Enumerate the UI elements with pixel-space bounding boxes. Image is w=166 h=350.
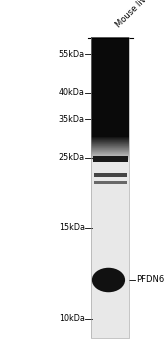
Bar: [94, 173, 127, 177]
Bar: [91, 37, 129, 136]
Bar: [91, 140, 129, 141]
Bar: [91, 157, 129, 158]
Bar: [91, 152, 129, 153]
Bar: [91, 140, 129, 141]
Bar: [91, 150, 129, 151]
Bar: [91, 154, 129, 155]
Bar: [91, 152, 129, 153]
Bar: [91, 153, 129, 154]
Bar: [91, 158, 129, 159]
Bar: [91, 146, 129, 147]
Bar: [91, 140, 129, 141]
Bar: [91, 138, 129, 139]
Bar: [91, 144, 129, 145]
Bar: [91, 137, 129, 138]
Bar: [91, 146, 129, 147]
Text: Mouse liver: Mouse liver: [114, 0, 154, 30]
Text: 15kDa: 15kDa: [59, 223, 85, 232]
Bar: [91, 142, 129, 143]
Bar: [91, 145, 129, 146]
Bar: [91, 149, 129, 150]
Bar: [91, 141, 129, 142]
Bar: [91, 158, 129, 159]
Bar: [91, 156, 129, 157]
Bar: [91, 148, 129, 149]
Bar: [91, 151, 129, 152]
Bar: [94, 181, 127, 184]
Bar: [91, 155, 129, 156]
Bar: [91, 153, 129, 154]
Text: 25kDa: 25kDa: [59, 153, 85, 162]
Bar: [91, 156, 129, 157]
Bar: [91, 149, 129, 150]
Bar: [91, 143, 129, 144]
Bar: [91, 157, 129, 158]
Bar: [91, 37, 129, 338]
Bar: [91, 147, 129, 148]
Text: 35kDa: 35kDa: [59, 114, 85, 124]
Bar: [91, 137, 129, 138]
Bar: [91, 142, 129, 143]
Bar: [93, 156, 128, 162]
Bar: [91, 148, 129, 149]
Bar: [91, 144, 129, 145]
Bar: [91, 155, 129, 156]
Bar: [91, 37, 129, 338]
Bar: [91, 137, 129, 138]
Text: 10kDa: 10kDa: [59, 314, 85, 323]
Text: 40kDa: 40kDa: [59, 88, 85, 97]
Bar: [91, 149, 129, 150]
Bar: [91, 145, 129, 146]
Bar: [91, 139, 129, 140]
Ellipse shape: [92, 268, 125, 292]
Bar: [91, 138, 129, 139]
Text: 55kDa: 55kDa: [59, 50, 85, 59]
Bar: [91, 154, 129, 155]
Bar: [91, 157, 129, 158]
Bar: [91, 155, 129, 156]
Bar: [91, 147, 129, 148]
Bar: [91, 151, 129, 152]
Bar: [91, 150, 129, 151]
Bar: [91, 159, 129, 160]
Bar: [91, 146, 129, 147]
Bar: [91, 136, 129, 137]
Bar: [91, 139, 129, 140]
Text: PFDN6: PFDN6: [136, 275, 164, 285]
Bar: [91, 141, 129, 142]
